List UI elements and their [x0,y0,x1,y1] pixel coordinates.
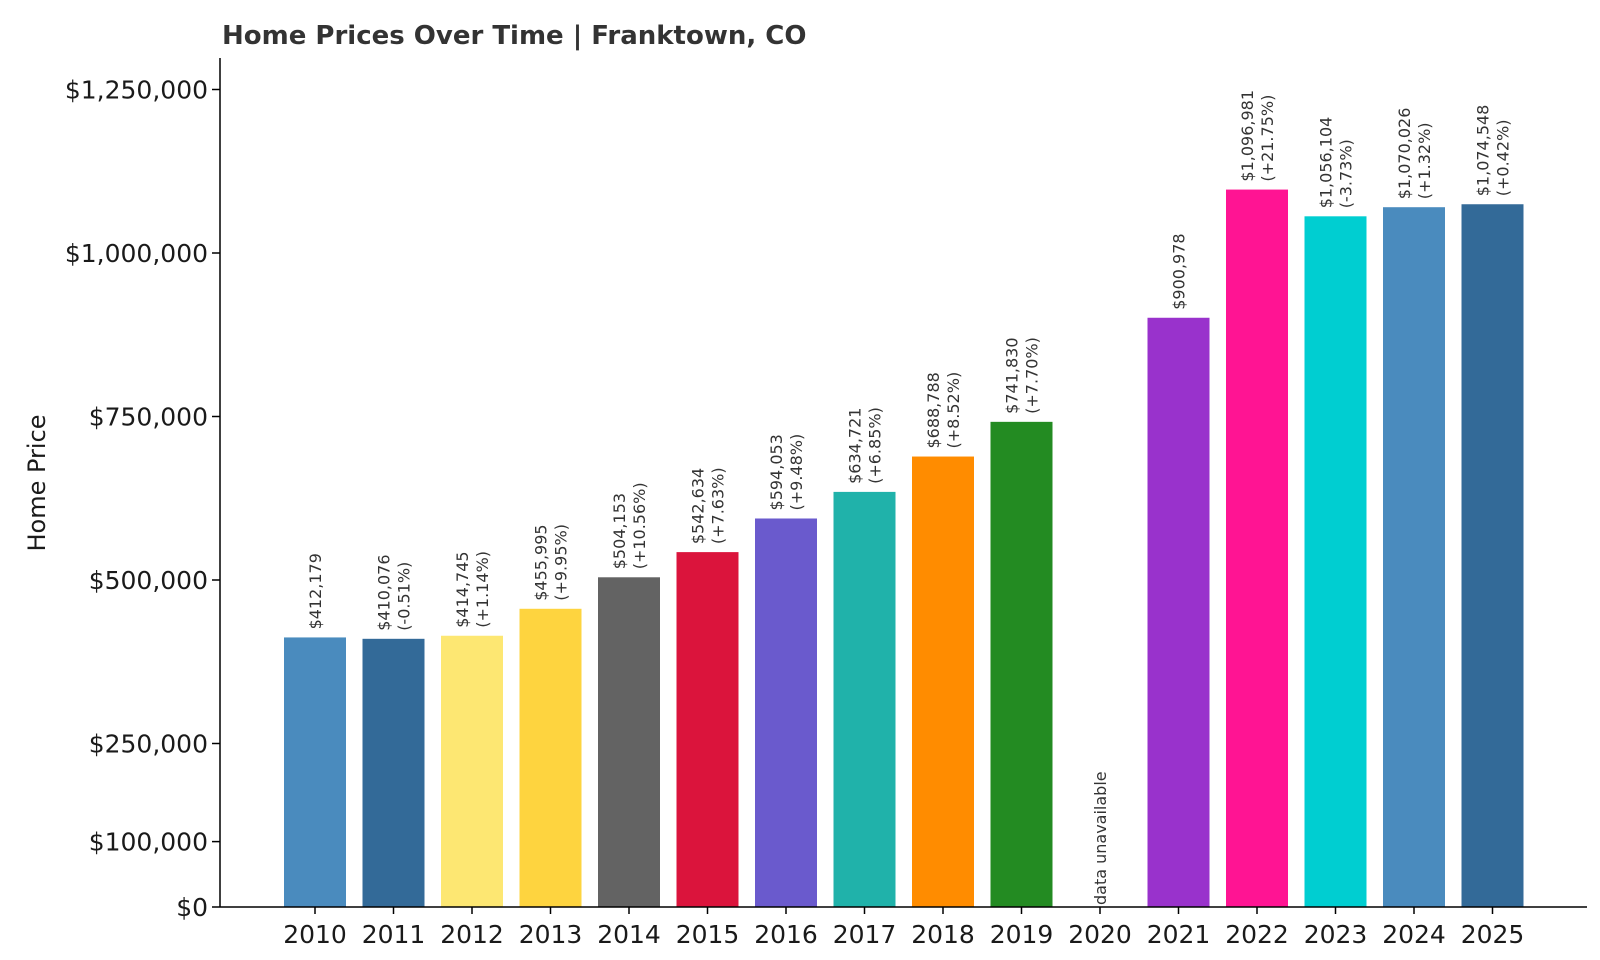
bar [1304,216,1367,907]
y-axis-label: Home Price [23,414,51,551]
y-tick-label: $0 [176,893,208,922]
bar [1383,207,1445,907]
price-label: $414,745 [453,551,472,627]
x-tick-label: 2021 [1147,920,1211,949]
x-tick-label: 2023 [1304,920,1368,949]
x-tick-label: 2020 [1068,920,1132,949]
x-tick-label: 2025 [1461,920,1525,949]
change-label: (+8.52%) [944,372,963,449]
bar [990,421,1053,907]
price-label: $594,053 [767,434,786,510]
y-tick-label: $250,000 [89,730,208,759]
bar [1226,189,1288,907]
x-tick-label: 2011 [362,920,426,949]
price-label: $1,070,026 [1395,108,1414,200]
bar [284,637,346,907]
bar [1461,204,1524,907]
bar [833,491,896,907]
x-tick-label: 2012 [440,920,504,949]
change-label: (+21.75%) [1258,95,1277,182]
x-tick-label: 2010 [283,920,347,949]
bar [676,552,739,907]
bar-series [284,189,1524,907]
change-label: (+6.85%) [866,407,885,484]
change-label: (-0.51%) [395,562,414,631]
price-label: $634,721 [846,408,865,484]
x-tick-label: 2015 [676,920,740,949]
change-label: (+9.48%) [787,434,806,511]
y-tick-label: $100,000 [89,828,208,857]
x-tick-label: 2017 [833,920,897,949]
x-axis-ticks: 2010 2011 2012 2013 2014 2015 2016 2017 2018 2019… [283,907,1524,949]
data-unavailable-label: data unavailable [1091,771,1110,905]
price-label: $542,634 [689,468,708,544]
y-tick-label: $1,250,000 [65,76,208,105]
x-tick-label: 2024 [1382,920,1446,949]
x-tick-label: 2019 [990,920,1054,949]
change-label: (+9.95%) [552,524,571,601]
change-label: (+1.14%) [473,551,492,628]
bar [362,638,425,907]
bar [598,577,660,907]
bar [519,608,582,907]
bar [912,456,974,907]
price-label: $410,076 [375,554,394,630]
change-label: (+10.56%) [630,482,649,569]
y-tick-label: $500,000 [89,566,208,595]
change-label: (+7.63%) [709,467,728,544]
bar [441,635,503,907]
bar [755,518,817,907]
change-label: (+1.32%) [1415,122,1434,199]
data-labels: $412,179 $410,076 (-0.51%) $414,745 (+1.14%)… [306,90,1513,905]
x-tick-label: 2016 [754,920,818,949]
change-label: (+7.70%) [1023,337,1042,414]
price-label: $741,830 [1003,337,1022,413]
price-label: $688,788 [924,372,943,448]
change-label: (-3.73%) [1337,139,1356,208]
price-label: $900,978 [1170,233,1189,309]
price-label: $504,153 [610,493,629,569]
y-tick-label: $750,000 [89,403,208,432]
price-label: $455,995 [532,524,551,600]
chart-title: Home Prices Over Time | Franktown, CO [222,21,807,51]
price-label: $1,056,104 [1317,117,1336,209]
x-tick-label: 2013 [519,920,583,949]
price-label: $1,096,981 [1238,90,1257,182]
x-tick-label: 2018 [911,920,975,949]
y-tick-label: $1,000,000 [65,239,208,268]
x-tick-label: 2014 [597,920,661,949]
bar [1147,317,1210,907]
change-label: (+0.42%) [1494,120,1513,197]
price-label: $412,179 [306,553,325,629]
x-tick-label: 2022 [1225,920,1289,949]
price-label: $1,074,548 [1474,105,1493,197]
y-axis-ticks: $0 $100,000 $250,000 $500,000 $750,000 $1,000… [65,76,220,922]
